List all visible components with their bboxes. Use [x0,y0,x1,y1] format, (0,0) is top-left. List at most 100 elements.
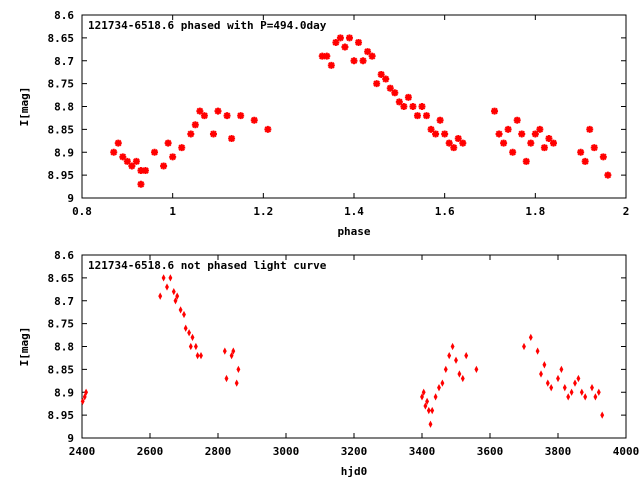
data-point [604,171,612,179]
chart-top: 121734-6518.6 phased with P=494.0day pha… [18,9,629,238]
data-point [141,167,149,175]
plot-frame [81,14,627,199]
data-point [420,393,424,401]
data-point [433,393,438,401]
data-point [522,342,526,351]
data-point [199,352,203,360]
x-tick-label: 1.6 [435,205,455,218]
data-point [250,116,258,124]
x-axis-label: phase [337,225,370,238]
data-point [80,397,85,406]
data-point [332,38,340,46]
data-point [573,379,577,387]
y-tick-label: 8.7 [54,55,74,68]
x-tick-label: 0.8 [72,205,92,218]
data-point [457,370,462,378]
data-point [590,384,594,392]
data-point [382,75,390,83]
data-point [513,116,521,124]
data-point [395,98,403,106]
data-point [355,38,363,46]
data-point [583,393,588,401]
data-point [562,384,567,392]
data-point [509,148,517,156]
data-point [137,167,145,175]
data-point [171,287,176,296]
data-point [528,333,533,341]
data-point [539,370,543,378]
data-point [425,397,430,406]
data-point [566,393,571,401]
data-point [110,148,118,156]
data-point [599,153,607,161]
y-axis-label: I[mag] [18,87,31,127]
data-point [527,139,535,147]
data-point [345,34,353,42]
data-point [191,121,199,129]
data-point [445,139,453,147]
x-tick-label: 1.2 [253,205,273,218]
data-point [391,89,399,97]
data-point [464,352,469,360]
data-point [447,352,452,360]
data-point [549,384,554,392]
y-tick-label: 9 [67,192,74,205]
data-point [454,356,458,364]
data-point [193,342,198,351]
data-point [432,130,440,138]
data-point [586,125,594,133]
y-tick-label: 8.8 [54,101,74,114]
data-point [341,43,349,51]
data-point [196,107,204,115]
x-tick-label: 3800 [545,445,572,458]
data-point [423,402,428,410]
data-point [182,310,186,319]
data-point [428,420,433,428]
data-point [577,148,585,156]
data-point [450,144,458,152]
x-tick-label: 4000 [613,445,640,458]
x-tick-label: 3000 [273,445,300,458]
data-point [579,388,584,396]
data-point [542,361,547,369]
data-point [593,393,598,401]
data-point [323,52,331,60]
y-tick-label: 8.6 [54,249,74,262]
data-point [535,347,540,355]
data-point [421,388,426,396]
data-point [178,144,186,152]
data-point [559,365,564,374]
data-point [187,130,195,138]
data-point [224,374,229,383]
data-point [151,148,159,156]
y-tick-label: 8.95 [48,169,75,182]
data-point [423,112,431,120]
y-tick-label: 8.85 [48,123,75,136]
data-point [440,379,445,387]
data-point [545,379,550,387]
data-point [195,352,200,360]
data-point [264,125,272,133]
data-point [430,406,435,415]
chart-bottom: 121734-6518.6 not phased light curve hjd… [18,249,639,478]
data-point [190,333,195,341]
data-point [187,329,192,337]
data-point [173,297,178,305]
data-point [200,112,208,120]
x-tick-label: 2400 [69,445,96,458]
data-point [500,139,508,147]
x-tick-label: 3200 [341,445,368,458]
data-point [188,342,193,351]
data-point [158,292,163,300]
x-tick-label: 1.4 [344,205,364,218]
chart-title: 121734-6518.6 not phased light curve [88,259,327,272]
data-point [427,125,435,133]
y-tick-label: 8.7 [54,295,74,308]
x-tick-label: 2800 [205,445,232,458]
y-tick-label: 8.6 [54,9,74,22]
data-point [237,112,245,120]
y-tick-label: 8.65 [48,32,75,45]
data-point [222,347,227,355]
data-point [178,306,183,314]
y-tick-label: 8.9 [54,146,74,159]
